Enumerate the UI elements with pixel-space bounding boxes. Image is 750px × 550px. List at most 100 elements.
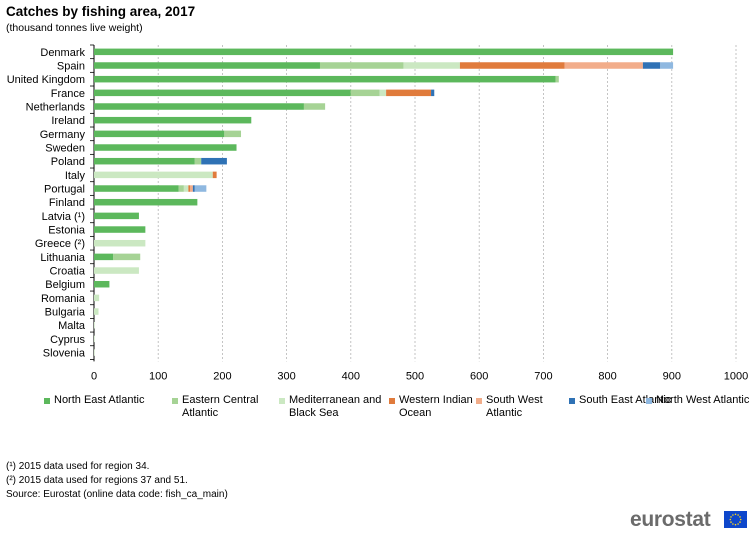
flag-star [737,523,739,525]
x-tick-label: 0 [91,370,97,382]
bar-segment [212,171,217,179]
bar-segment [94,321,95,329]
legend-swatch [389,398,395,404]
bar-segment [224,130,242,138]
flag-star [734,513,737,516]
legend-swatch [569,398,575,404]
category-label: Slovenia [43,348,86,360]
eu-flag-icon [724,511,747,528]
bar-segment [194,185,207,192]
category-label: Netherlands [26,102,86,114]
stacked-bar-chart: 0 100 200 300 400 500 600 700 800 900 1000 Denmark S… [7,44,748,382]
category-label: Croatia [50,266,86,278]
bar-segment [660,62,674,69]
bar-segment [564,62,643,69]
bar-segment [94,185,179,192]
legend-label: Western Indian Ocean [399,394,473,419]
x-tick-label: 400 [342,370,360,382]
bar-segment [642,62,661,69]
bar-segment [94,294,100,302]
flag-star [732,523,734,525]
eurostat-wordmark: eurostat [630,508,711,531]
x-tick-label: 600 [470,370,488,382]
legend-label: South West Atlantic [486,394,543,419]
bar-segment [94,62,320,69]
legend-swatch [172,398,178,404]
bar-segment [113,253,141,261]
bar-segment [94,116,252,124]
category-label: Finland [49,197,85,209]
category-label: Estonia [48,225,86,237]
flag-star [734,523,737,526]
flag-star [729,518,732,521]
chart-subtitle: (thousand tonnes live weight) [6,22,143,34]
bar-segment [94,89,351,97]
bar-segment [94,226,146,233]
bar-segment [94,48,674,56]
category-label: Romania [41,293,86,305]
flag-star [732,514,734,516]
flag-star [739,516,741,518]
x-tick-label: 1000 [724,370,748,382]
bar-segment [403,62,460,69]
source-note: Source: Eurostat (online data code: fish… [6,489,228,500]
category-label: Belgium [45,279,85,291]
x-tick-label: 900 [663,370,681,382]
legend-swatch [44,398,50,404]
chart-legend: North East Atlantic Eastern Central Atlan… [44,394,749,434]
bar-segment [94,198,198,206]
bar-segment [94,349,95,356]
bar-segment [319,62,404,69]
category-label: Sweden [45,143,85,155]
legend-label: North East Atlantic [54,394,145,406]
category-label: Greece (²) [35,238,85,250]
flag-star [730,521,732,523]
x-tick-label: 200 [213,370,231,382]
bar-segment [94,212,139,220]
category-label: Latvia (¹) [42,211,85,223]
category-label: Ireland [51,115,85,127]
legend-swatch [646,398,652,404]
flag-star [737,514,739,516]
bar-segment [431,89,435,97]
bar-segment [94,308,99,315]
flag-star [739,521,741,523]
bar-segment [94,75,556,83]
legend-label: North West Atlantic [656,394,750,406]
bar-segment [94,335,95,343]
footnote-latvia: (¹) 2015 data used for region 34. [6,461,150,472]
bar-segment [350,89,380,97]
x-tick-label: 300 [277,370,295,382]
category-label: United Kingdom [7,74,85,86]
category-label: Portugal [44,184,85,196]
chart-title: Catches by fishing area, 2017 [6,4,196,19]
bar-segment [94,103,304,110]
bar-segment [188,185,191,192]
category-label: Denmark [40,47,85,59]
category-label: Germany [40,129,86,141]
flag-star [730,516,732,518]
bar-segment [94,130,225,138]
bar-segment [192,185,195,192]
x-tick-label: 700 [534,370,552,382]
bar-segment [183,185,189,192]
flag-star [739,518,742,521]
bar-segment [178,185,184,192]
category-label: France [51,88,85,100]
bar-segment [94,267,139,274]
category-label: Bulgaria [45,307,86,319]
bar-segment [94,280,110,288]
legend-swatch [476,398,482,404]
category-label: Cyprus [50,334,85,346]
bar-segment [94,144,237,151]
category-label: Italy [65,170,86,182]
legend-label: Mediterranean and Black Sea [289,394,382,419]
legend-swatch [279,398,285,404]
x-tick-label: 800 [598,370,616,382]
bar-segment [94,171,213,179]
x-tick-label: 500 [406,370,424,382]
x-tick-label: 100 [149,370,167,382]
bar-segment [94,253,114,261]
legend-label: Eastern Central Atlantic [182,394,259,419]
bar-segment [303,103,326,110]
